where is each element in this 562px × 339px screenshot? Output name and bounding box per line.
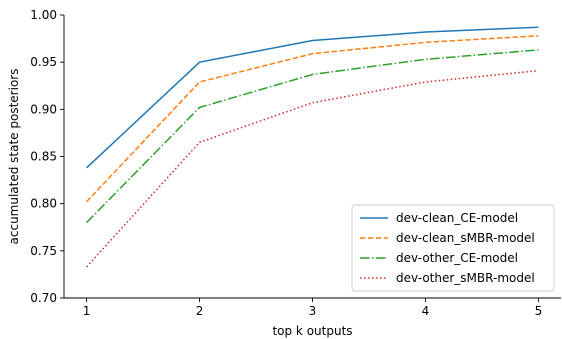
x-tick-label: 3: [309, 304, 317, 318]
series-line-2: [86, 35, 539, 203]
y-tick-label: 0.75: [30, 244, 57, 258]
plot-lines: [86, 26, 539, 268]
x-axis-label: top k outputs: [272, 324, 352, 338]
y-tick-label: 0.70: [30, 291, 57, 305]
legend-box: [351, 204, 555, 292]
x-tick-label: 5: [535, 304, 543, 318]
legend-entry-4: dev-other_sMBR-model: [396, 271, 535, 285]
legend-entry-3: dev-other_CE-model: [396, 251, 518, 265]
x-tick-label: 1: [83, 304, 91, 318]
y-tick-label: 0.85: [30, 150, 57, 164]
legend-entry-1: dev-clean_CE-model: [396, 211, 518, 225]
series-line-3: [86, 49, 539, 224]
series-line-4: [86, 69, 539, 268]
y-axis-label: accumulated state posteriors: [7, 69, 21, 245]
ticks: 1 2 3 4 5 0.70 0.75 0.80 0.85 0.90 0.95 1.00: [30, 8, 542, 318]
y-tick-label: 0.95: [30, 55, 57, 69]
y-tick-label: 0.90: [30, 102, 57, 116]
x-tick-label: 4: [422, 304, 430, 318]
x-tick-label: 2: [196, 304, 204, 318]
series-line-1: [86, 26, 539, 169]
y-tick-label: 1.00: [30, 8, 57, 22]
legend: dev-clean_CE-model dev-clean_sMBR-modelde…: [351, 204, 555, 292]
legend-entry-2: dev-clean_sMBR-model: [396, 231, 535, 245]
y-tick-label: 0.80: [30, 197, 57, 211]
